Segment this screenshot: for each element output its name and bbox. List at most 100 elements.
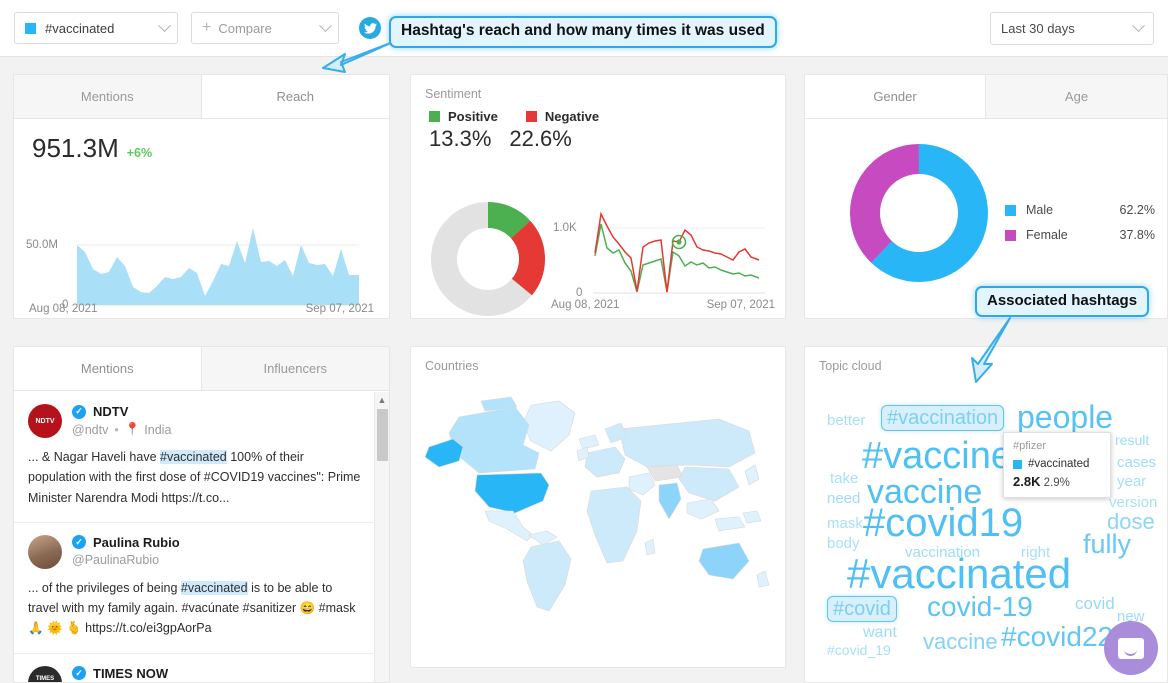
male-label: Male — [1026, 203, 1054, 217]
mention-text: ... of the privileges of being #vaccinat… — [28, 578, 362, 639]
verified-badge-icon: ✓ — [72, 666, 86, 680]
mention-author: ✓ NDTV — [72, 404, 362, 419]
date-range-select[interactable]: Last 30 days — [990, 12, 1154, 45]
mentions-scrollbar[interactable]: ▲ — [374, 392, 389, 682]
topic-word[interactable]: new — [1117, 608, 1145, 625]
author-name: NDTV — [93, 404, 129, 419]
highlighted-term: #vaccinated — [180, 580, 248, 595]
hashtag-select-label: #vaccinated — [45, 20, 115, 36]
topic-cloud-card: Topic cloud better #vaccination people resu… — [804, 346, 1168, 683]
author-name: Paulina Rubio — [93, 534, 180, 550]
highlighted-term: #vaccinated — [160, 450, 227, 464]
mention-meta: @ndtv • 📍 India — [72, 422, 362, 437]
gender-card: Gender Age Male 62.2% Female 37.8% — [804, 74, 1168, 319]
hashtag-select[interactable]: #vaccinated — [14, 12, 178, 44]
author-name: TIMES NOW — [93, 665, 169, 681]
reach-value: 951.3M — [32, 133, 119, 163]
compare-button[interactable]: + Compare — [191, 12, 339, 44]
annotation-reach: Hashtag's reach and how many times it wa… — [389, 16, 777, 48]
female-value: 37.8% — [1119, 228, 1155, 242]
topic-word[interactable]: need — [827, 490, 861, 507]
annotation-arrow-hashtags — [971, 317, 1011, 383]
tab-influencers[interactable]: Influencers — [201, 347, 389, 390]
list-item[interactable]: ✓ Paulina Rubio @PaulinaRubio ... of the… — [14, 523, 376, 654]
list-item[interactable]: NDTV ✓ NDTV @ndtv • 📍 India — [14, 392, 376, 523]
author-handle: @ndtv — [72, 422, 109, 437]
chat-widget-button[interactable] — [1104, 621, 1158, 675]
sentiment-ytick-bottom: 0 — [576, 287, 583, 299]
chevron-down-icon — [158, 18, 171, 32]
mention-header: ✓ Paulina Rubio @PaulinaRubio — [28, 534, 362, 569]
tooltip-series: #vaccinated — [1013, 458, 1101, 470]
topic-word[interactable]: #vaccine — [862, 435, 1012, 477]
author-handle: @PaulinaRubio — [72, 552, 160, 567]
tab-gender[interactable]: Gender — [805, 75, 986, 118]
topic-word[interactable]: #covid_19 — [827, 642, 891, 658]
tab-reach[interactable]: Reach — [201, 75, 389, 118]
reach-ytick-top: 50.0M — [26, 239, 58, 251]
avatar — [28, 534, 62, 569]
twitter-icon[interactable] — [359, 17, 381, 39]
gender-legend: Male 62.2% Female 37.8% — [1005, 203, 1155, 253]
mentions-list: NDTV ✓ NDTV @ndtv • 📍 India — [14, 392, 376, 682]
topic-word[interactable]: body — [827, 535, 860, 552]
reach-tabs: Mentions Reach — [14, 75, 389, 119]
scrollbar-thumb[interactable] — [377, 409, 388, 461]
topic-word[interactable]: right — [1021, 544, 1051, 561]
countries-title: Countries — [425, 359, 479, 373]
topic-word[interactable]: #covid22 — [1001, 621, 1114, 652]
negative-value: 22.6% — [509, 126, 572, 151]
tab-age[interactable]: Age — [986, 75, 1167, 118]
topic-word[interactable]: #covid — [827, 596, 897, 622]
topic-word[interactable]: cases — [1117, 454, 1157, 471]
tab-mentions-list[interactable]: Mentions — [14, 347, 202, 390]
topic-word[interactable]: version — [1109, 494, 1158, 511]
sentiment-legend: Positive Negative — [411, 101, 785, 124]
topic-word[interactable]: #vaccinated — [847, 550, 1072, 597]
topic-word[interactable]: covid — [1075, 594, 1115, 613]
mention-header: TIMES NOW ✓ TIMES NOW @TimesNow • 📍 Indi… — [28, 665, 362, 682]
text-before: ... of the privileges of being — [28, 580, 181, 595]
mention-author: ✓ Paulina Rubio — [72, 535, 362, 550]
scroll-up-icon[interactable]: ▲ — [377, 394, 387, 405]
avatar: TIMES NOW — [28, 665, 62, 682]
topic-word[interactable]: #covid19 — [863, 501, 1024, 545]
topic-word[interactable]: vaccination — [905, 544, 981, 561]
date-range-label: Last 30 days — [1001, 21, 1075, 36]
topic-word[interactable]: vaccine — [923, 629, 998, 654]
list-item[interactable]: TIMES NOW ✓ TIMES NOW @TimesNow • 📍 Indi… — [14, 654, 376, 682]
reach-chart: 50.0M 0 Aug 08, 2021 Sep 07, 2021 — [14, 195, 389, 318]
topic-word[interactable]: better — [827, 412, 866, 429]
tooltip-swatch — [1013, 459, 1022, 469]
sentiment-title: Sentiment — [425, 87, 482, 101]
mentions-card: Mentions Influencers NDTV ✓ NDTV @ndtv • — [13, 346, 390, 683]
topic-word[interactable]: vaccine — [867, 473, 983, 511]
verified-badge-icon: ✓ — [72, 404, 86, 419]
topic-word[interactable]: covid-19 — [927, 591, 1033, 622]
chevron-down-icon — [319, 18, 332, 32]
topic-word[interactable]: fully — [1083, 529, 1132, 559]
annotation-arrow-reach — [322, 41, 394, 73]
countries-card: Countries — [410, 346, 786, 668]
reach-ytick-bottom: 0 — [62, 299, 69, 311]
topic-word[interactable]: people — [1017, 399, 1114, 435]
tab-mentions[interactable]: Mentions — [14, 75, 202, 118]
mention-header: NDTV ✓ NDTV @ndtv • 📍 India — [28, 404, 362, 438]
verified-badge-icon: ✓ — [72, 535, 86, 550]
topic-word[interactable]: take — [830, 470, 859, 487]
legend-male: Male 62.2% — [1005, 203, 1155, 217]
topic-word[interactable]: dose — [1107, 509, 1155, 534]
topic-word[interactable]: year — [1117, 473, 1147, 490]
topic-word[interactable]: mask — [827, 515, 863, 532]
plus-icon: + — [202, 19, 212, 36]
text-after: 100% of their population with the first … — [28, 450, 361, 505]
world-map[interactable] — [419, 395, 779, 645]
topic-word[interactable]: #vaccination — [881, 405, 1005, 431]
sentiment-lines-svg — [593, 211, 765, 294]
topic-word[interactable]: result — [1115, 432, 1150, 448]
sentiment-line-chart: 1.0K 0 Aug 08, 2021 Sep 07, 2021 — [551, 195, 785, 318]
topic-word[interactable]: want — [863, 624, 897, 641]
tooltip-term: #pfizer — [1013, 440, 1047, 452]
mentions-tabs: Mentions Influencers — [14, 347, 389, 391]
